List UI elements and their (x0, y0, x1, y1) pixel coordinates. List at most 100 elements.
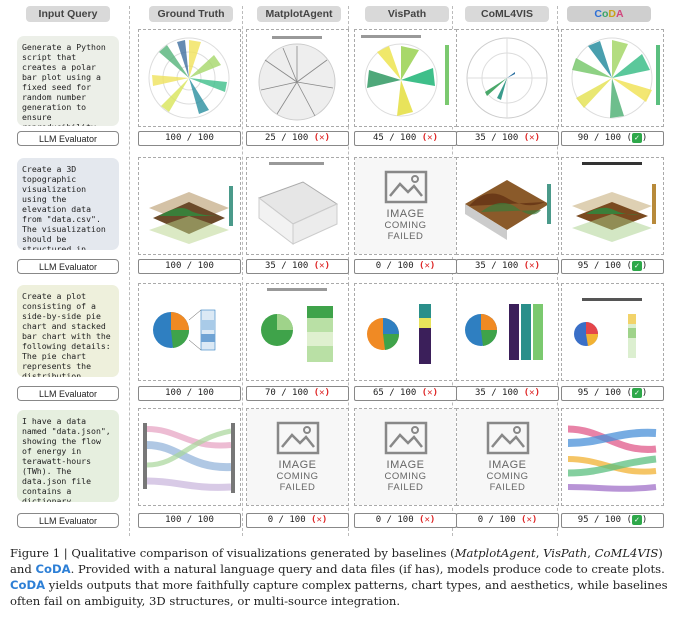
header-coml4vis: CoML4VIS (465, 6, 549, 22)
thumb-gt-sankey (138, 408, 241, 506)
thumb-vispath-sankey: IMAGE COMING FAILED (354, 408, 457, 506)
fail-x-icon: (✕) (518, 388, 541, 398)
score-value: 35 / 100 (264, 261, 309, 271)
thumb-vispath-polar (354, 29, 457, 127)
score-vispath: 0 / 100 (✕) (354, 259, 457, 274)
sankey-thumbnail (143, 423, 235, 493)
pass-check-icon: (✓) (621, 260, 648, 271)
pie-bar-thumbnail (367, 304, 431, 364)
thumb-coml4vis-pie (456, 283, 559, 381)
image-icon (486, 421, 529, 455)
query-polar-bar: Generate a Python script that creates a … (17, 36, 119, 126)
thumb-matplotagent-polar (246, 29, 349, 127)
fail-x-icon: (✕) (518, 261, 541, 271)
query-3d-topographic: Create a 3D topographic visualization us… (17, 158, 119, 250)
thumb-gt-pie (138, 283, 241, 381)
fail-x-icon: (✕) (308, 133, 331, 143)
thumb-vispath-pie (354, 283, 457, 381)
thumb-matplotagent-3d (246, 157, 349, 255)
image-icon (384, 421, 427, 455)
fail-x-icon: (✕) (308, 261, 331, 271)
llm-evaluator-label: LLM Evaluator (17, 131, 119, 146)
figure-caption: Figure 1 | Qualitative comparison of vis… (10, 546, 668, 608)
llm-evaluator-label: LLM Evaluator (17, 259, 119, 274)
header-matplotagent: MatplotAgent (257, 6, 341, 22)
score-gt: 100 / 100 (138, 513, 241, 528)
score-gt: 100 / 100 (138, 259, 241, 274)
fail-x-icon: (✕) (413, 261, 436, 271)
score-value: 90 / 100 (577, 133, 622, 143)
score-value: 95 / 100 (577, 261, 622, 271)
score-value: 0 / 100 (477, 515, 516, 525)
score-gt: 100 / 100 (138, 131, 241, 146)
thumb-coda-sankey (561, 408, 664, 506)
query-energy-flow: I have a data named "data.json", showing… (17, 410, 119, 502)
score-value: 100 / 100 (165, 515, 214, 525)
image-failed-placeholder: IMAGE COMING FAILED (355, 158, 456, 254)
polar-bar-thumbnail (466, 37, 548, 119)
score-coda: 95 / 100 (✓) (561, 513, 664, 528)
topographic-thumbnail (257, 162, 339, 246)
thumb-vispath-3d: IMAGE COMING FAILED (354, 157, 457, 255)
score-vispath: 45 / 100 (✕) (354, 131, 457, 146)
score-value: 35 / 100 (474, 133, 519, 143)
separator-line (129, 6, 130, 536)
score-coml4vis: 35 / 100 (✕) (456, 131, 559, 146)
pass-check-icon: (✓) (621, 132, 648, 143)
topographic-thumbnail (572, 162, 656, 242)
thumb-gt-3d (138, 157, 241, 255)
score-vispath: 65 / 100 (✕) (354, 386, 457, 401)
thumb-coml4vis-3d (456, 157, 559, 255)
score-gt: 100 / 100 (138, 386, 241, 401)
score-vispath: 0 / 100 (✕) (354, 513, 457, 528)
score-value: 100 / 100 (165, 133, 214, 143)
image-failed-placeholder: IMAGE COMING FAILED (247, 409, 348, 505)
thumb-gt-polar (138, 29, 241, 127)
thumb-matplotagent-sankey: IMAGE COMING FAILED (246, 408, 349, 506)
topographic-thumbnail (465, 180, 551, 240)
pass-check-icon: (✓) (621, 387, 648, 398)
score-coml4vis: 35 / 100 (✕) (456, 259, 559, 274)
score-coml4vis: 0 / 100 (✕) (456, 513, 559, 528)
score-value: 0 / 100 (375, 261, 414, 271)
score-value: 0 / 100 (375, 515, 414, 525)
image-failed-placeholder: IMAGE COMING FAILED (355, 409, 456, 505)
topographic-thumbnail (149, 186, 233, 244)
header-coda: CoDA (567, 6, 651, 22)
llm-evaluator-label: LLM Evaluator (17, 513, 119, 528)
pie-bar-thumbnail (574, 298, 642, 358)
image-failed-placeholder: IMAGE COMING FAILED (457, 409, 558, 505)
score-coda: 90 / 100 (✓) (561, 131, 664, 146)
fail-x-icon: (✕) (308, 388, 331, 398)
score-value: 0 / 100 (267, 515, 306, 525)
score-value: 100 / 100 (165, 388, 214, 398)
fail-x-icon: (✕) (416, 388, 439, 398)
thumb-coml4vis-polar (456, 29, 559, 127)
polar-bar-thumbnail (148, 37, 230, 119)
score-matplotagent: 0 / 100 (✕) (246, 513, 349, 528)
pass-check-icon: (✓) (621, 514, 648, 525)
pie-bar-thumbnail (261, 288, 333, 362)
score-matplotagent: 25 / 100 (✕) (246, 131, 349, 146)
fail-x-icon: (✕) (416, 133, 439, 143)
score-value: 95 / 100 (577, 388, 622, 398)
score-matplotagent: 70 / 100 (✕) (246, 386, 349, 401)
score-matplotagent: 35 / 100 (✕) (246, 259, 349, 274)
score-value: 100 / 100 (165, 261, 214, 271)
header-vispath: VisPath (365, 6, 449, 22)
score-value: 25 / 100 (264, 133, 309, 143)
score-value: 65 / 100 (372, 388, 417, 398)
fail-x-icon: (✕) (515, 515, 538, 525)
score-coda: 95 / 100 (✓) (561, 386, 664, 401)
image-icon (384, 170, 427, 204)
separator-line (242, 6, 243, 536)
polar-bar-thumbnail (258, 36, 336, 121)
fail-x-icon: (✕) (413, 515, 436, 525)
polar-bar-thumbnail (571, 37, 660, 119)
score-value: 45 / 100 (372, 133, 417, 143)
header-ground-truth: Ground Truth (149, 6, 233, 22)
llm-evaluator-label: LLM Evaluator (17, 386, 119, 401)
polar-bar-thumbnail (361, 35, 449, 117)
score-value: 70 / 100 (264, 388, 309, 398)
pie-bar-thumbnail (153, 309, 216, 351)
